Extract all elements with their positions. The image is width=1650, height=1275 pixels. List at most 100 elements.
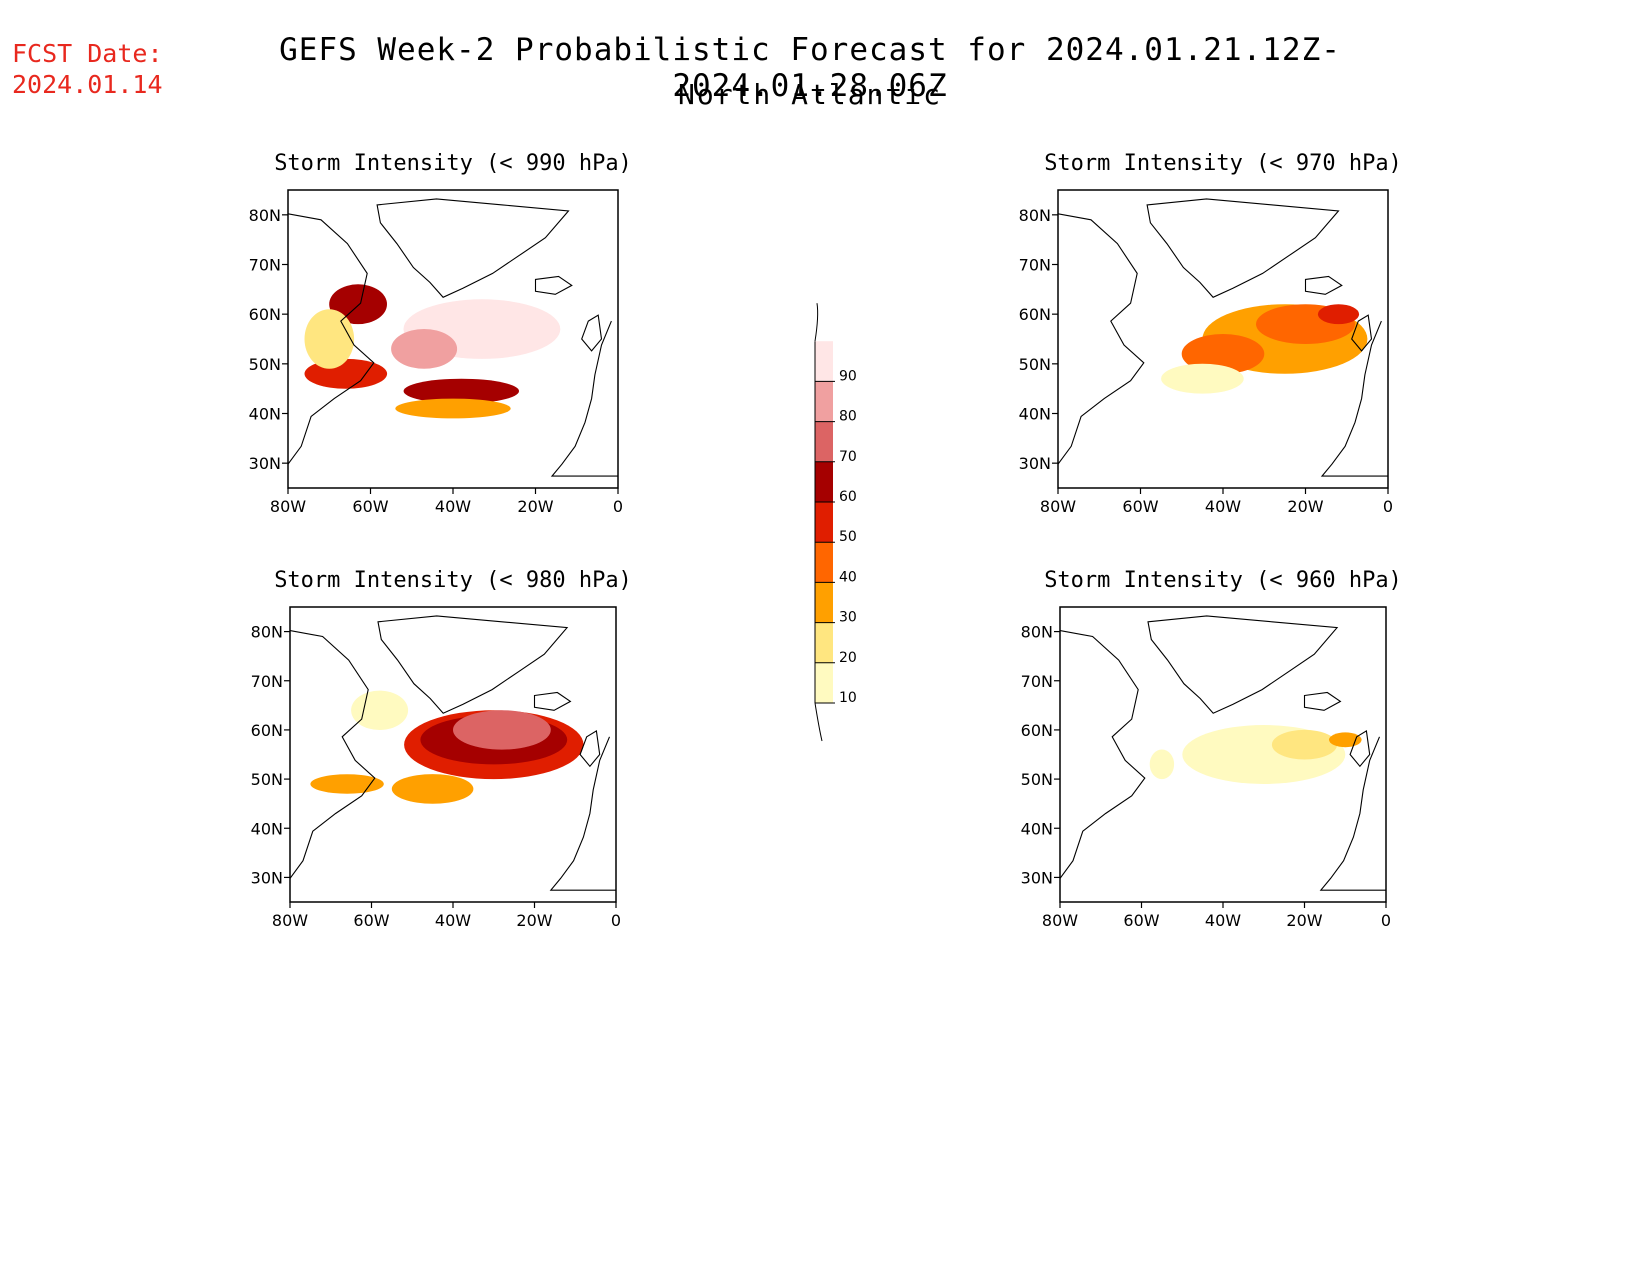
- lon-tick-label: 20W: [1286, 911, 1322, 930]
- coastline-britain: [1351, 314, 1373, 352]
- probability-contour: [329, 284, 387, 325]
- lat-tick-label: 60N: [1019, 305, 1051, 324]
- lon-tick-label: 0: [613, 497, 623, 516]
- colorbar-segment: [815, 502, 833, 543]
- probability-contour: [1329, 732, 1362, 748]
- colorbar-label: 10: [839, 690, 857, 706]
- lat-tick-label: 80N: [1019, 206, 1051, 225]
- probability-field: [1058, 198, 1388, 477]
- colorbar-label: 40: [839, 569, 857, 585]
- coastline-iceland: [1304, 275, 1343, 295]
- lat-tick-label: 30N: [1021, 868, 1053, 887]
- map-panel: Storm Intensity (< 980 hPa) 80N 70N 60N 50N 4…: [251, 568, 632, 930]
- colorbar-segment: [815, 381, 833, 422]
- probability-field: [1060, 615, 1386, 891]
- colorbar-label: 30: [839, 610, 857, 626]
- page-subtitle: North Atlantic: [677, 78, 942, 111]
- panel-title: Storm Intensity (< 960 hPa): [1044, 568, 1402, 593]
- coastline-europe: [550, 320, 618, 477]
- lat-tick-label: 80N: [249, 206, 281, 225]
- lon-tick-label: 40W: [435, 497, 471, 516]
- colorbar-segment: [815, 461, 833, 502]
- probability-contour: [310, 774, 384, 794]
- lat-tick-label: 70N: [1019, 256, 1051, 275]
- lon-tick-label: 80W: [270, 497, 306, 516]
- lat-tick-label: 60N: [251, 721, 283, 740]
- probability-contour: [395, 398, 511, 419]
- probability-field: [290, 615, 616, 891]
- lon-tick-label: 40W: [1205, 497, 1241, 516]
- probability-contour: [1271, 729, 1338, 760]
- lat-tick-label: 70N: [1021, 672, 1053, 691]
- probability-field: [288, 198, 618, 477]
- colorbar-segment: [815, 341, 833, 382]
- lon-tick-label: 60W: [352, 497, 388, 516]
- lat-tick-label: 80N: [251, 623, 283, 642]
- lat-tick-label: 50N: [1021, 770, 1053, 789]
- probability-contour: [1317, 304, 1360, 325]
- probability-contour: [391, 329, 458, 369]
- lon-tick-label: 40W: [435, 911, 471, 930]
- lat-tick-label: 50N: [249, 355, 281, 374]
- lon-tick-label: 80W: [1042, 911, 1078, 930]
- probability-contour: [391, 774, 474, 804]
- colorbar-label: 20: [839, 650, 857, 666]
- probability-contour: [403, 378, 519, 404]
- coastline-north-america: [1058, 213, 1145, 465]
- colorbar-label: 80: [839, 409, 857, 425]
- lon-tick-label: 20W: [516, 911, 552, 930]
- lat-tick-label: 60N: [249, 305, 281, 324]
- colorbar-segment: [815, 542, 833, 583]
- panel-title: Storm Intensity (< 980 hPa): [274, 568, 632, 593]
- lat-tick-label: 80N: [1021, 623, 1053, 642]
- lat-tick-label: 50N: [1019, 355, 1051, 374]
- probability-contour: [1149, 749, 1175, 780]
- colorbar-label: 50: [839, 529, 857, 545]
- coastline-europe: [1320, 320, 1388, 477]
- fcst-label: FCST Date:: [12, 39, 163, 68]
- probability-contour: [351, 690, 409, 730]
- coastline-greenland: [1147, 615, 1339, 714]
- colorbar-label: 90: [839, 368, 857, 384]
- coastline-britain: [579, 729, 601, 768]
- lat-tick-label: 30N: [249, 454, 281, 473]
- colorbar-segment: [815, 662, 833, 703]
- lon-tick-label: 40W: [1205, 911, 1241, 930]
- coastline-north-america: [290, 630, 376, 879]
- lat-tick-label: 70N: [251, 672, 283, 691]
- lon-tick-label: 60W: [1122, 497, 1158, 516]
- lat-tick-label: 30N: [1019, 454, 1051, 473]
- coastline-greenland: [377, 615, 569, 714]
- coastline-iceland: [1303, 691, 1342, 711]
- map-panel: Storm Intensity (< 990 hPa) 80N 70N 60N 50N 4…: [249, 151, 632, 516]
- colorbar-bottom-cap: [814, 702, 823, 742]
- lat-tick-label: 40N: [1021, 819, 1053, 838]
- panel-title: Storm Intensity (< 970 hPa): [1044, 151, 1402, 176]
- coastline-north-america: [1060, 630, 1146, 879]
- forecast-date-label: FCST Date: 2024.01.14: [12, 38, 163, 100]
- lon-tick-label: 80W: [1040, 497, 1076, 516]
- lat-tick-label: 40N: [249, 405, 281, 424]
- map-panel: Storm Intensity (< 970 hPa) 80N 70N 60N 50N 4…: [1019, 151, 1402, 516]
- coastline-britain: [1349, 729, 1371, 768]
- colorbar-segment: [815, 622, 833, 663]
- coastline-iceland: [533, 691, 572, 711]
- coastline-greenland: [376, 198, 570, 298]
- lat-tick-label: 70N: [249, 256, 281, 275]
- lat-tick-label: 30N: [251, 868, 283, 887]
- lon-tick-label: 0: [1383, 497, 1393, 516]
- probability-contour: [1161, 363, 1244, 394]
- coastline-iceland: [534, 275, 573, 295]
- colorbar-label: 70: [839, 449, 857, 465]
- lat-tick-label: 60N: [1021, 721, 1053, 740]
- lat-tick-label: 40N: [251, 819, 283, 838]
- colorbar-top-cap: [814, 303, 819, 342]
- lat-tick-label: 40N: [1019, 405, 1051, 424]
- coastline-europe: [549, 736, 616, 891]
- colorbar: 10 20 30 40 50 60 70 80 90: [814, 303, 857, 742]
- coastline-britain: [581, 314, 603, 352]
- lon-tick-label: 20W: [517, 497, 553, 516]
- lon-tick-label: 60W: [353, 911, 389, 930]
- coastline-greenland: [1146, 198, 1340, 298]
